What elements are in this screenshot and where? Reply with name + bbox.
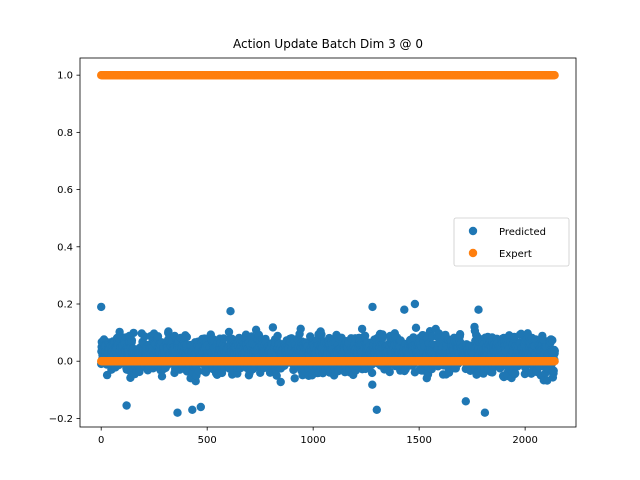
predicted-point — [129, 328, 138, 338]
predicted-point — [140, 332, 149, 341]
data-points — [97, 71, 559, 417]
predicted-point — [164, 327, 173, 336]
predicted-point — [272, 371, 281, 380]
predicted-point — [372, 405, 381, 414]
predicted-point — [461, 397, 470, 406]
expert-point — [550, 71, 559, 80]
predicted-point — [97, 302, 106, 312]
predicted-point — [385, 367, 394, 377]
plot-area-frame — [79, 57, 577, 428]
predicted-point — [516, 329, 526, 338]
predicted-point — [548, 336, 557, 345]
legend: Predicted Expert — [453, 217, 570, 267]
x-tick-label: 1500 — [406, 435, 431, 446]
predicted-point — [455, 330, 465, 339]
x-tick-label: 500 — [198, 435, 217, 446]
predicted-point — [317, 330, 326, 339]
predicted-point — [511, 369, 520, 378]
predicted-point — [268, 323, 278, 332]
predicted-point — [157, 372, 167, 381]
predicted-point — [122, 401, 131, 410]
x-tick-label: 2000 — [512, 435, 537, 446]
y-axis: −0.2 0.0 0.2 0.4 0.6 0.8 1.0 — [49, 71, 80, 425]
predicted-point — [290, 374, 299, 383]
predicted-point — [226, 307, 235, 316]
predicted-point — [409, 333, 418, 342]
predicted-point — [474, 305, 483, 314]
predicted-point — [357, 324, 367, 334]
x-tick-label: 0 — [98, 435, 104, 446]
predicted-point — [201, 368, 211, 377]
predicted-point — [411, 323, 421, 332]
predicted-point — [127, 336, 137, 345]
predicted-point — [360, 331, 370, 340]
predicted-point — [273, 331, 282, 341]
predicted-point — [182, 332, 191, 342]
predicted-point — [410, 299, 420, 309]
predicted-point — [173, 408, 182, 417]
predicted-point — [188, 405, 197, 414]
legend-box — [453, 217, 570, 267]
y-tick-label: −0.2 — [49, 414, 73, 425]
predicted-point — [378, 333, 388, 342]
legend-marker — [468, 248, 478, 258]
legend-marker — [468, 226, 478, 236]
x-tick-label: 1000 — [300, 435, 325, 446]
legend-label: Expert — [499, 249, 532, 260]
predicted-point — [276, 377, 285, 387]
predicted-point — [196, 402, 205, 412]
y-tick-label: 0.6 — [57, 185, 73, 196]
predicted-point — [194, 366, 203, 376]
y-tick-label: 0.4 — [57, 242, 73, 253]
chart-title: Action Update Batch Dim 3 @ 0 — [233, 37, 423, 51]
predicted-point — [306, 332, 315, 341]
predicted-point — [296, 324, 305, 333]
predicted-point — [224, 327, 234, 337]
y-tick-label: 0.8 — [57, 128, 73, 139]
predicted-point — [549, 366, 558, 375]
legend-label: Predicted — [499, 227, 546, 238]
predicted-point — [153, 332, 163, 341]
predicted-point — [550, 346, 559, 356]
predicted-point — [400, 305, 409, 314]
predicted-point — [368, 302, 377, 312]
expert-point — [550, 357, 559, 366]
predicted-point — [480, 408, 490, 417]
predicted-point — [367, 368, 377, 378]
predicted-point — [368, 380, 377, 389]
x-axis: 0 500 1000 1500 2000 — [98, 427, 538, 446]
y-tick-label: 0.2 — [57, 300, 73, 311]
y-tick-label: 0.0 — [57, 357, 73, 368]
y-tick-label: 1.0 — [57, 71, 73, 82]
